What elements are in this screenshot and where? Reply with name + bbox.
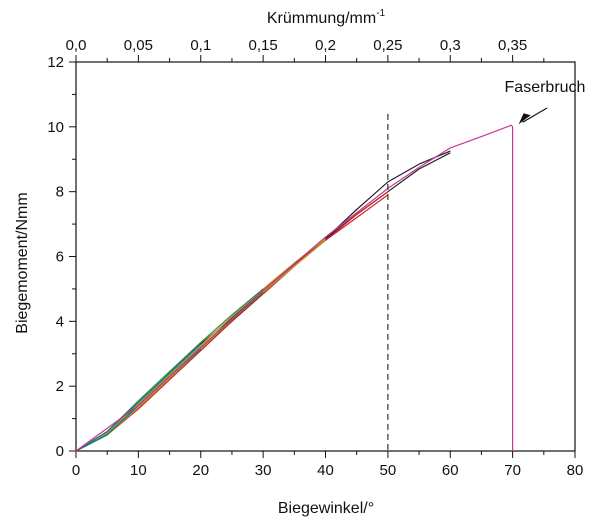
series-line-6 bbox=[75, 238, 326, 452]
series-line-3 bbox=[75, 191, 389, 452]
y-tick-label: 8 bbox=[56, 184, 64, 201]
top-axis-title-exponent: -1 bbox=[376, 8, 385, 19]
tick-labels: 0 10 20 30 40 50 60 70 80 0 2 4 6 8 10 120,0 0,05 0,1 0,15… bbox=[47, 37, 583, 479]
x-tick-label: 10 bbox=[130, 462, 147, 479]
x-axis-title: Biegewinkel/° bbox=[278, 500, 374, 517]
y-tick-label: 4 bbox=[56, 313, 64, 330]
x-tick-label: 80 bbox=[567, 462, 584, 479]
x-tick-label: 70 bbox=[504, 462, 521, 479]
top-axis-title: Krümmung/mm-1 bbox=[267, 8, 386, 27]
annotation-arrow-head bbox=[518, 113, 531, 125]
y-axis-title: Biegemoment/Nmm bbox=[14, 192, 31, 333]
x2-tick-label: 0,25 bbox=[373, 37, 402, 54]
series-line-11 bbox=[75, 124, 514, 452]
tick-marks bbox=[69, 55, 576, 458]
y-tick-label: 6 bbox=[56, 249, 64, 266]
x-tick-label: 0 bbox=[72, 462, 80, 479]
x2-tick-label: 0,0 bbox=[66, 37, 87, 54]
x2-tick-label: 0,15 bbox=[249, 37, 278, 54]
annotation-arrow-shaft bbox=[522, 107, 548, 123]
x-tick-label: 40 bbox=[317, 462, 334, 479]
x-tick-label: 20 bbox=[192, 462, 209, 479]
annotation-label: Faserbruch bbox=[505, 79, 586, 96]
y-tick-label: 12 bbox=[47, 54, 64, 71]
x2-tick-label: 0,3 bbox=[440, 37, 461, 54]
x-tick-label: 60 bbox=[442, 462, 459, 479]
top-axis-title-base: Krümmung/mm bbox=[267, 10, 376, 27]
data-series bbox=[75, 124, 514, 452]
x2-tick-label: 0,35 bbox=[498, 37, 527, 54]
x2-tick-label: 0,1 bbox=[190, 37, 211, 54]
x-tick-label: 30 bbox=[255, 462, 272, 479]
series-line-10 bbox=[75, 343, 202, 452]
y-tick-label: 2 bbox=[56, 378, 64, 395]
y-tick-label: 0 bbox=[56, 443, 64, 460]
annotation-group: Faserbruch bbox=[505, 79, 586, 125]
x2-tick-label: 0,05 bbox=[124, 37, 153, 54]
x-tick-label: 50 bbox=[380, 462, 397, 479]
y-tick-label: 10 bbox=[47, 119, 64, 136]
x2-tick-label: 0,2 bbox=[315, 37, 336, 54]
